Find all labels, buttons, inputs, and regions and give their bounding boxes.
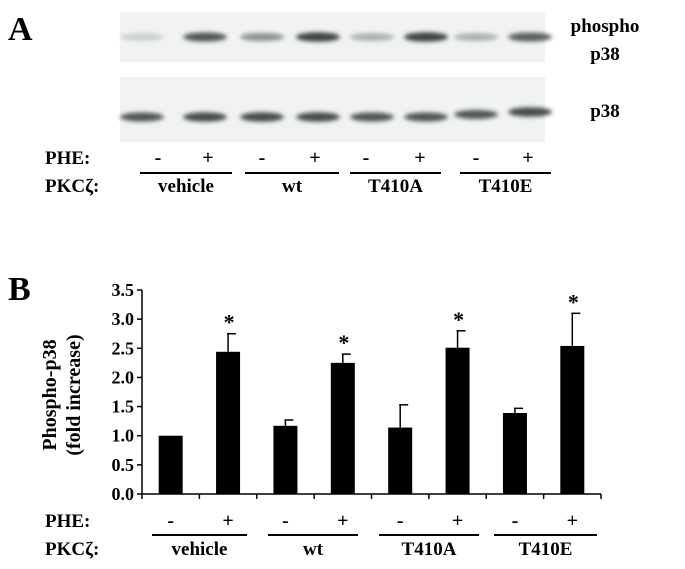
blot-band: [508, 107, 552, 117]
y-tick-label: 1.0: [112, 426, 135, 446]
group-label: vehicle: [172, 539, 228, 560]
phe-label: PHE:: [45, 511, 90, 532]
phe-sign: -: [259, 147, 266, 169]
phe-sign: +: [567, 510, 578, 532]
phe-sign: -: [473, 147, 480, 169]
significance-marker: *: [568, 289, 579, 314]
blot-band: [240, 112, 284, 122]
bar-chart: 0.0 0.5 1.0 1.5 2.0 2.5 3.0 3.5 * * * * Phospho-p38(…: [39, 280, 602, 560]
panel-b-label: B: [8, 271, 31, 308]
blot-band: [296, 32, 340, 42]
bar: [330, 362, 355, 494]
blot-band: [296, 112, 340, 122]
y-axis-label-line: (fold increase): [63, 334, 85, 455]
blot-band: [240, 32, 284, 42]
pkc-label: PKCζ:: [45, 539, 99, 560]
y-tick-label: 3.5: [112, 280, 135, 300]
y-tick-label: 3.0: [112, 309, 135, 329]
phe-sign: +: [522, 147, 533, 169]
panel-a-label: A: [8, 11, 33, 48]
blot-band: [404, 112, 448, 122]
phe-sign: -: [155, 147, 162, 169]
phe-sign: -: [282, 510, 289, 532]
blot-label: phospho: [571, 16, 640, 37]
pkc-label: PKCζ:: [45, 176, 99, 197]
phe-label: PHE:: [45, 148, 90, 169]
significance-marker: *: [338, 330, 349, 355]
significance-marker: *: [453, 307, 464, 332]
bar: [388, 427, 413, 494]
blot-band: [350, 33, 394, 41]
panel-a-lane-labels: PHE: PKCζ: - + - + - + - + vehicle wt T410A T410E: [45, 147, 551, 197]
blot-band: [183, 32, 227, 42]
bar: [445, 347, 470, 494]
group-label: wt: [303, 539, 324, 560]
group-label: T410E: [519, 539, 573, 560]
phe-sign: -: [397, 510, 404, 532]
y-tick-label: 1.5: [112, 397, 135, 417]
y-axis-label: Phospho-p38 (fold increase): [39, 334, 85, 455]
phe-sign: -: [512, 510, 519, 532]
blot-membrane: [120, 77, 545, 142]
group-label: wt: [282, 176, 303, 197]
phe-sign: -: [363, 147, 370, 169]
blot-band: [350, 112, 394, 122]
significance-marker: *: [224, 310, 235, 335]
blot-band: [120, 112, 164, 122]
bar: [502, 412, 527, 494]
blot-band: [404, 32, 448, 42]
blot-band: [454, 109, 498, 120]
phe-sign: +: [337, 510, 348, 532]
blot-label: p38: [590, 101, 620, 122]
group-label: T410E: [479, 176, 533, 197]
phe-sign: +: [414, 147, 425, 169]
western-blots: phospho p38 p38: [120, 12, 639, 142]
y-tick-label: 2.5: [112, 338, 135, 358]
phe-sign: +: [309, 147, 320, 169]
group-label: T410A: [402, 539, 457, 560]
bar: [560, 345, 585, 494]
blot-band: [508, 32, 552, 42]
phe-sign: +: [202, 147, 213, 169]
y-tick-label: 0.0: [112, 484, 135, 504]
phe-sign: +: [222, 510, 233, 532]
group-label: vehicle: [158, 176, 214, 197]
blot-band: [120, 33, 164, 41]
bar: [216, 351, 241, 494]
y-tick-label: 2.0: [112, 367, 135, 387]
y-axis-label-line: Phospho-p38: [39, 339, 61, 450]
phe-sign: -: [167, 510, 174, 532]
phe-sign: +: [452, 510, 463, 532]
blot-label: p38: [590, 44, 620, 65]
bar: [273, 425, 298, 494]
blot-band: [454, 33, 498, 41]
group-label: T410A: [368, 176, 423, 197]
y-tick-label: 0.5: [112, 455, 135, 475]
blot-band: [183, 112, 227, 122]
bar: [158, 435, 183, 494]
